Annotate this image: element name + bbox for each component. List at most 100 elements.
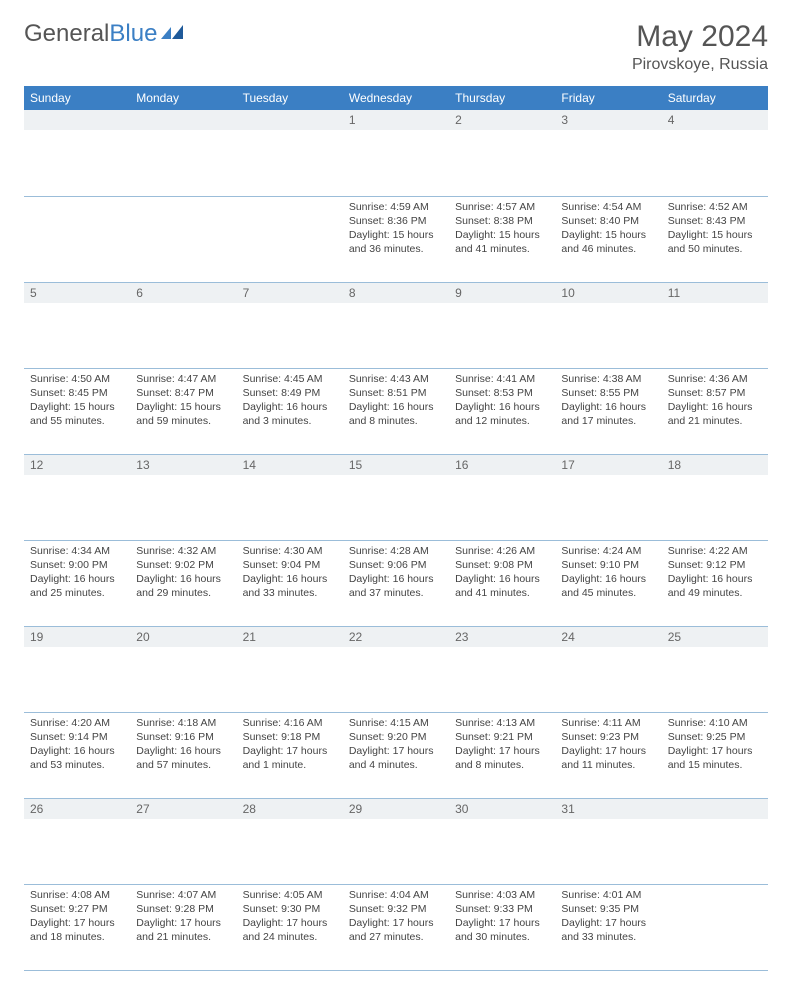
day-detail: Sunrise: 4:11 AMSunset: 9:23 PMDaylight:…	[555, 713, 661, 779]
day-data-cell: Sunrise: 4:34 AMSunset: 9:00 PMDaylight:…	[24, 540, 130, 626]
day-data-cell: Sunrise: 4:18 AMSunset: 9:16 PMDaylight:…	[130, 712, 236, 798]
day-number-cell: 31	[555, 798, 661, 884]
day-number-cell	[237, 110, 343, 196]
day-number-empty	[24, 110, 130, 130]
day-data-cell: Sunrise: 4:24 AMSunset: 9:10 PMDaylight:…	[555, 540, 661, 626]
day-number-row: 1234	[24, 110, 768, 196]
day-detail: Sunrise: 4:04 AMSunset: 9:32 PMDaylight:…	[343, 885, 449, 951]
day-number-cell: 8	[343, 282, 449, 368]
day-number-cell: 24	[555, 626, 661, 712]
day-number: 31	[555, 799, 661, 819]
day-data-row: Sunrise: 4:34 AMSunset: 9:00 PMDaylight:…	[24, 540, 768, 626]
day-detail: Sunrise: 4:36 AMSunset: 8:57 PMDaylight:…	[662, 369, 768, 435]
day-number-cell: 7	[237, 282, 343, 368]
day-number-row: 19202122232425	[24, 626, 768, 712]
day-number: 24	[555, 627, 661, 647]
day-number-cell: 20	[130, 626, 236, 712]
day-number-cell: 15	[343, 454, 449, 540]
day-detail: Sunrise: 4:20 AMSunset: 9:14 PMDaylight:…	[24, 713, 130, 779]
day-data-cell: Sunrise: 4:20 AMSunset: 9:14 PMDaylight:…	[24, 712, 130, 798]
day-number: 5	[24, 283, 130, 303]
weekday-header: Thursday	[449, 86, 555, 110]
day-number-cell: 23	[449, 626, 555, 712]
day-detail: Sunrise: 4:43 AMSunset: 8:51 PMDaylight:…	[343, 369, 449, 435]
brand-part1: General	[24, 20, 109, 48]
title-block: May 2024 Pirovskoye, Russia	[632, 20, 768, 74]
day-data-cell: Sunrise: 4:15 AMSunset: 9:20 PMDaylight:…	[343, 712, 449, 798]
day-number-cell: 9	[449, 282, 555, 368]
day-number: 18	[662, 455, 768, 475]
month-title: May 2024	[632, 20, 768, 54]
day-number-cell: 1	[343, 110, 449, 196]
day-number: 15	[343, 455, 449, 475]
day-data-cell: Sunrise: 4:54 AMSunset: 8:40 PMDaylight:…	[555, 196, 661, 282]
day-data-cell	[130, 196, 236, 282]
day-detail: Sunrise: 4:54 AMSunset: 8:40 PMDaylight:…	[555, 197, 661, 263]
day-number: 19	[24, 627, 130, 647]
day-detail: Sunrise: 4:34 AMSunset: 9:00 PMDaylight:…	[24, 541, 130, 607]
weekday-header: Friday	[555, 86, 661, 110]
day-data-cell: Sunrise: 4:03 AMSunset: 9:33 PMDaylight:…	[449, 884, 555, 970]
day-data-cell: Sunrise: 4:22 AMSunset: 9:12 PMDaylight:…	[662, 540, 768, 626]
day-detail: Sunrise: 4:13 AMSunset: 9:21 PMDaylight:…	[449, 713, 555, 779]
day-number-cell: 14	[237, 454, 343, 540]
day-number: 12	[24, 455, 130, 475]
day-number: 13	[130, 455, 236, 475]
day-detail: Sunrise: 4:24 AMSunset: 9:10 PMDaylight:…	[555, 541, 661, 607]
day-number-empty	[662, 799, 768, 819]
day-data-cell: Sunrise: 4:30 AMSunset: 9:04 PMDaylight:…	[237, 540, 343, 626]
day-detail: Sunrise: 4:18 AMSunset: 9:16 PMDaylight:…	[130, 713, 236, 779]
day-number: 26	[24, 799, 130, 819]
day-number-cell	[662, 798, 768, 884]
day-number: 20	[130, 627, 236, 647]
weekday-header: Monday	[130, 86, 236, 110]
day-data-cell: Sunrise: 4:38 AMSunset: 8:55 PMDaylight:…	[555, 368, 661, 454]
day-detail: Sunrise: 4:03 AMSunset: 9:33 PMDaylight:…	[449, 885, 555, 951]
day-data-cell: Sunrise: 4:10 AMSunset: 9:25 PMDaylight:…	[662, 712, 768, 798]
weekday-header: Saturday	[662, 86, 768, 110]
day-data-cell: Sunrise: 4:13 AMSunset: 9:21 PMDaylight:…	[449, 712, 555, 798]
day-detail: Sunrise: 4:50 AMSunset: 8:45 PMDaylight:…	[24, 369, 130, 435]
calendar-table: SundayMondayTuesdayWednesdayThursdayFrid…	[24, 86, 768, 971]
brand-part2: Blue	[109, 20, 157, 48]
day-number: 17	[555, 455, 661, 475]
day-detail: Sunrise: 4:45 AMSunset: 8:49 PMDaylight:…	[237, 369, 343, 435]
day-data-cell: Sunrise: 4:47 AMSunset: 8:47 PMDaylight:…	[130, 368, 236, 454]
day-data-cell: Sunrise: 4:41 AMSunset: 8:53 PMDaylight:…	[449, 368, 555, 454]
day-number-cell: 29	[343, 798, 449, 884]
day-detail: Sunrise: 4:05 AMSunset: 9:30 PMDaylight:…	[237, 885, 343, 951]
day-number-row: 567891011	[24, 282, 768, 368]
location: Pirovskoye, Russia	[632, 56, 768, 74]
header: GeneralBlue May 2024 Pirovskoye, Russia	[24, 20, 768, 74]
day-detail: Sunrise: 4:01 AMSunset: 9:35 PMDaylight:…	[555, 885, 661, 951]
day-number-cell: 10	[555, 282, 661, 368]
day-number-cell: 6	[130, 282, 236, 368]
day-number: 29	[343, 799, 449, 819]
day-number-cell: 22	[343, 626, 449, 712]
day-data-cell: Sunrise: 4:57 AMSunset: 8:38 PMDaylight:…	[449, 196, 555, 282]
day-number: 10	[555, 283, 661, 303]
day-number-cell: 5	[24, 282, 130, 368]
day-number: 30	[449, 799, 555, 819]
day-number: 6	[130, 283, 236, 303]
day-number-row: 262728293031	[24, 798, 768, 884]
day-number-cell: 17	[555, 454, 661, 540]
day-data-cell: Sunrise: 4:36 AMSunset: 8:57 PMDaylight:…	[662, 368, 768, 454]
day-number: 4	[662, 110, 768, 130]
day-number: 16	[449, 455, 555, 475]
day-number: 14	[237, 455, 343, 475]
day-number: 1	[343, 110, 449, 130]
day-data-row: Sunrise: 4:20 AMSunset: 9:14 PMDaylight:…	[24, 712, 768, 798]
day-number-empty	[237, 110, 343, 130]
day-data-row: Sunrise: 4:08 AMSunset: 9:27 PMDaylight:…	[24, 884, 768, 970]
day-number-empty	[130, 110, 236, 130]
day-data-row: Sunrise: 4:50 AMSunset: 8:45 PMDaylight:…	[24, 368, 768, 454]
day-data-cell: Sunrise: 4:45 AMSunset: 8:49 PMDaylight:…	[237, 368, 343, 454]
day-number-cell: 3	[555, 110, 661, 196]
day-detail: Sunrise: 4:41 AMSunset: 8:53 PMDaylight:…	[449, 369, 555, 435]
day-detail: Sunrise: 4:08 AMSunset: 9:27 PMDaylight:…	[24, 885, 130, 951]
brand-logo: GeneralBlue	[24, 20, 187, 48]
day-number: 7	[237, 283, 343, 303]
day-number: 25	[662, 627, 768, 647]
day-number-cell: 19	[24, 626, 130, 712]
